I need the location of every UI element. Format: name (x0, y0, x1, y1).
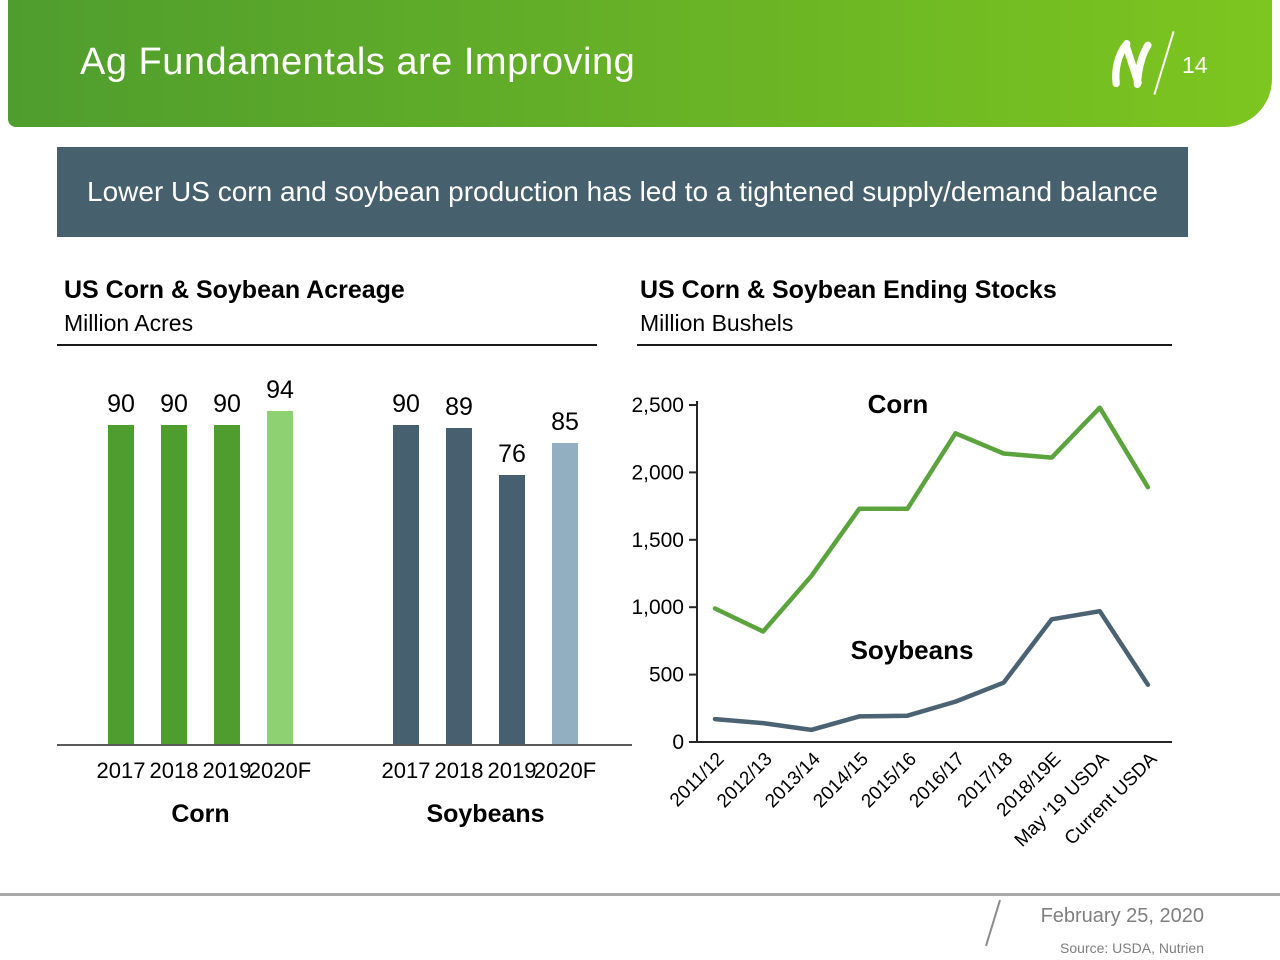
bar-category-label: 2020F (533, 758, 597, 783)
acreage-chart-title: US Corn & Soybean Acreage (64, 276, 405, 304)
bar-value-label: 94 (266, 376, 294, 404)
bar-value-label: 76 (498, 440, 526, 468)
bar-category-label: 2018 (149, 758, 199, 783)
bar-corn-2018 (161, 425, 187, 744)
bar-corn-2020F (267, 411, 293, 744)
bar-category-label: 2017 (96, 758, 146, 783)
bar-category-label: 2018 (434, 758, 484, 783)
series-label-soybeans: Soybeans (851, 635, 974, 665)
ending-stocks-chart-units: Million Bushels (640, 310, 794, 336)
slide-title: Ag Fundamentals are Improving (80, 41, 636, 83)
group-label-soybeans: Soybeans (426, 800, 545, 828)
subtitle-banner: Lower US corn and soybean production has… (57, 147, 1188, 237)
series-label-corn: Corn (868, 389, 929, 419)
footer-date: February 25, 2020 (1040, 905, 1204, 927)
footer-divider (0, 893, 1280, 896)
y-tick-label: 2,000 (631, 461, 684, 484)
page-number: 14 (1182, 52, 1208, 78)
subtitle-text: Lower US corn and soybean production has… (87, 176, 1158, 207)
bar-value-label: 85 (551, 408, 579, 436)
acreage-header-rule (57, 344, 597, 346)
bar-soybeans-2017 (393, 425, 419, 744)
ending-stocks-header-rule (637, 344, 1172, 346)
nutrien-leaf-n-logo (1112, 40, 1152, 88)
footer-source: Source: USDA, Nutrien (1060, 940, 1204, 956)
y-tick-label: 1,000 (631, 596, 684, 619)
y-tick-label: 0 (672, 731, 684, 754)
bar-value-label: 90 (213, 390, 241, 418)
bar-value-label: 90 (160, 390, 188, 418)
y-tick-label: 2,500 (631, 394, 684, 417)
acreage-bar-chart: 90 2017 90 2018 90 2019 94 2020F Corn 90 2017 89 201… (57, 360, 632, 828)
series-line-soybeans (712, 608, 1151, 733)
header-banner: Ag Fundamentals are Improving 14 (8, 0, 1272, 127)
bar-category-label: 2017 (381, 758, 431, 783)
bar-corn-2019 (214, 425, 240, 744)
bar-category-label: 2019 (202, 758, 252, 783)
slash-divider-icon (1153, 31, 1175, 95)
ending-stocks-chart-title: US Corn & Soybean Ending Stocks (640, 276, 1057, 304)
bar-soybeans-2018 (446, 428, 472, 744)
bar-value-label: 89 (445, 393, 473, 421)
bar-value-label: 90 (107, 390, 135, 418)
footer-slash-icon (985, 899, 1001, 947)
y-tick-label: 500 (649, 664, 684, 687)
bar-soybeans-2020F (552, 443, 578, 744)
ending-stocks-line-chart: 05001,0001,5002,0002,5002011/122012/1320… (631, 389, 1172, 851)
bar-category-label: 2019 (487, 758, 537, 783)
bar-soybeans-2019 (499, 475, 525, 744)
bar-value-label: 90 (392, 390, 420, 418)
bar-corn-2017 (108, 425, 134, 744)
bar-category-label: 2020F (248, 758, 312, 783)
group-label-corn: Corn (171, 800, 230, 828)
series-line-corn (712, 405, 1151, 634)
acreage-chart-units: Million Acres (64, 310, 194, 336)
y-tick-label: 1,500 (631, 529, 684, 552)
